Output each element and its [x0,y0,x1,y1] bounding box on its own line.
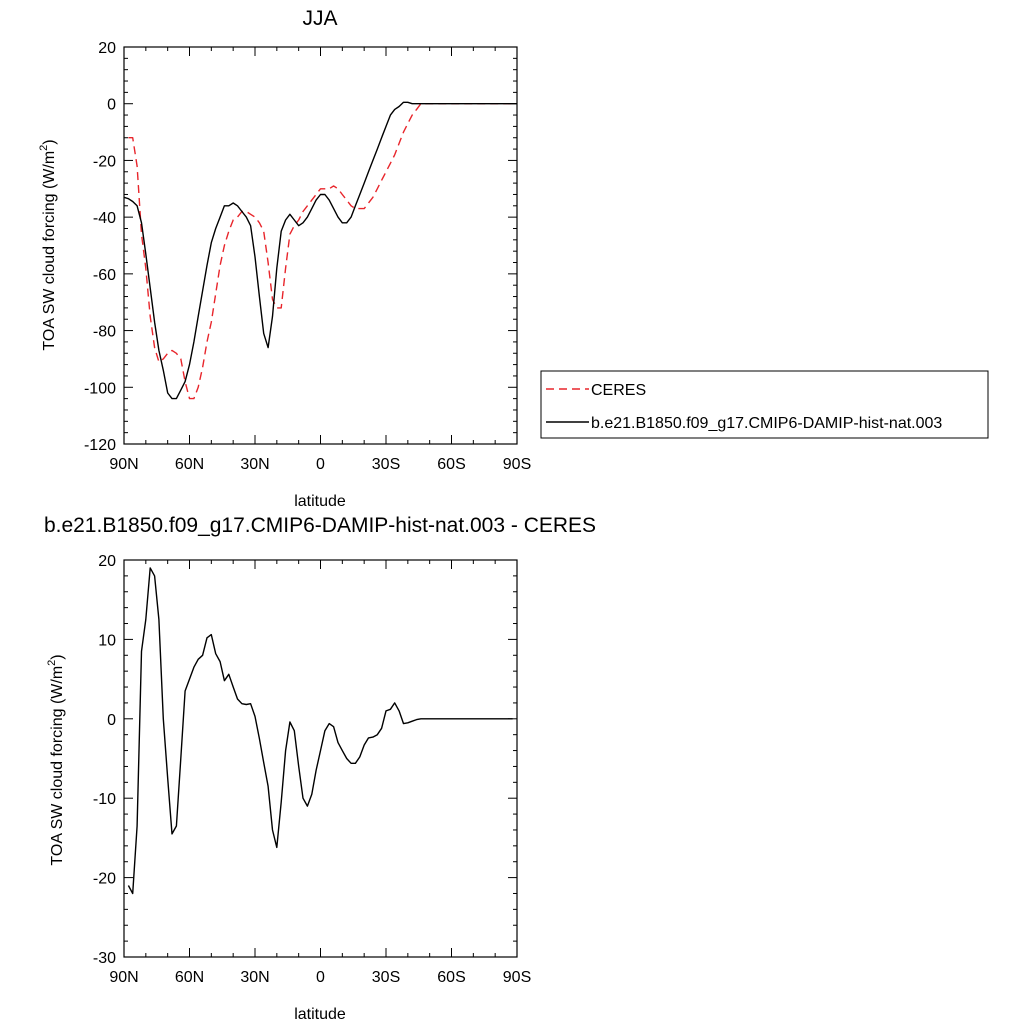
bottom-y-axis-label-close: ) [49,654,66,659]
top-panel: JJA 90N 60N 30N 0 30S 60S 90S 20 0 -20 -40 -60 -80 -1… [38,7,989,510]
bottom-y-axis-label: TOA SW cloud forcing (W/m2) [46,654,66,865]
bottom-x-tick-label: 0 [316,969,325,986]
bottom-x-tick-label: 60S [437,969,465,986]
bottom-y-tick-label: -30 [93,950,116,967]
top-series-lines [123,101,517,400]
top-x-tick-label: 0 [316,456,325,473]
top-x-axis-label: latitude [294,493,346,510]
top-y-axis-label: TOA SW cloud forcing (W/m2) [38,139,58,350]
top-series-line-model [123,101,517,400]
top-y-tick-label: 0 [107,97,116,114]
top-y-tick-label: -80 [93,324,116,341]
top-y-axis-label-sup: 2 [38,145,50,151]
bottom-axes-ticks: 90N 60N 30N 0 30S 60S 90S 20 10 0 -10 -20 -30 [93,553,531,986]
top-series-line-ceres [128,102,513,400]
top-y-tick-label: -20 [93,153,116,170]
top-x-tick-label: 90N [109,456,138,473]
bottom-chart-title: b.e21.B1850.f09_g17.CMIP6-DAMIP-hist-nat… [44,514,596,537]
legend-model-label: b.e21.B1850.f09_g17.CMIP6-DAMIP-hist-nat… [591,415,942,432]
bottom-y-axis-label-main: TOA SW cloud forcing (W/m [49,666,66,866]
bottom-y-tick-label: 0 [107,712,116,729]
top-y-tick-label: -40 [93,210,116,227]
top-x-tick-label: 60N [175,456,204,473]
bottom-y-tick-label: 20 [98,553,116,570]
legend-ceres-label: CERES [591,382,646,399]
bottom-x-tick-label: 30S [372,969,400,986]
bottom-y-tick-label: -10 [93,791,116,808]
bottom-x-tick-label: 90S [503,969,531,986]
top-y-tick-label: -60 [93,267,116,284]
bottom-y-axis-label-sup: 2 [46,660,58,666]
top-axes-ticks: 90N 60N 30N 0 30S 60S 90S 20 0 -20 -40 -60 -80 -100 -1… [84,40,531,473]
bottom-plot-frame [123,559,518,958]
bottom-y-tick-label: -20 [93,871,116,888]
bottom-y-tick-label: 10 [98,632,116,649]
top-chart-title: JJA [302,7,337,30]
top-y-axis-label-close: ) [41,139,58,144]
bottom-x-tick-label: 60N [175,969,204,986]
bottom-series-line-model [127,567,513,895]
bottom-panel: b.e21.B1850.f09_g17.CMIP6-DAMIP-hist-nat… [44,514,596,1023]
top-x-tick-label: 90S [503,456,531,473]
top-x-tick-label: 30S [372,456,400,473]
top-y-axis-label-main: TOA SW cloud forcing (W/m [41,151,58,351]
top-y-tick-label: -100 [84,380,116,397]
bottom-series-lines [127,567,513,895]
top-x-tick-label: 60S [437,456,465,473]
bottom-x-axis-label: latitude [294,1006,346,1023]
top-y-tick-label: 20 [98,40,116,57]
top-y-tick-label: -120 [84,437,116,454]
bottom-x-tick-label: 90N [109,969,138,986]
legend-box [540,370,989,439]
legend: CERES b.e21.B1850.f09_g17.CMIP6-DAMIP-hi… [540,370,989,439]
top-x-tick-label: 30N [240,456,269,473]
bottom-x-tick-label: 30N [240,969,269,986]
